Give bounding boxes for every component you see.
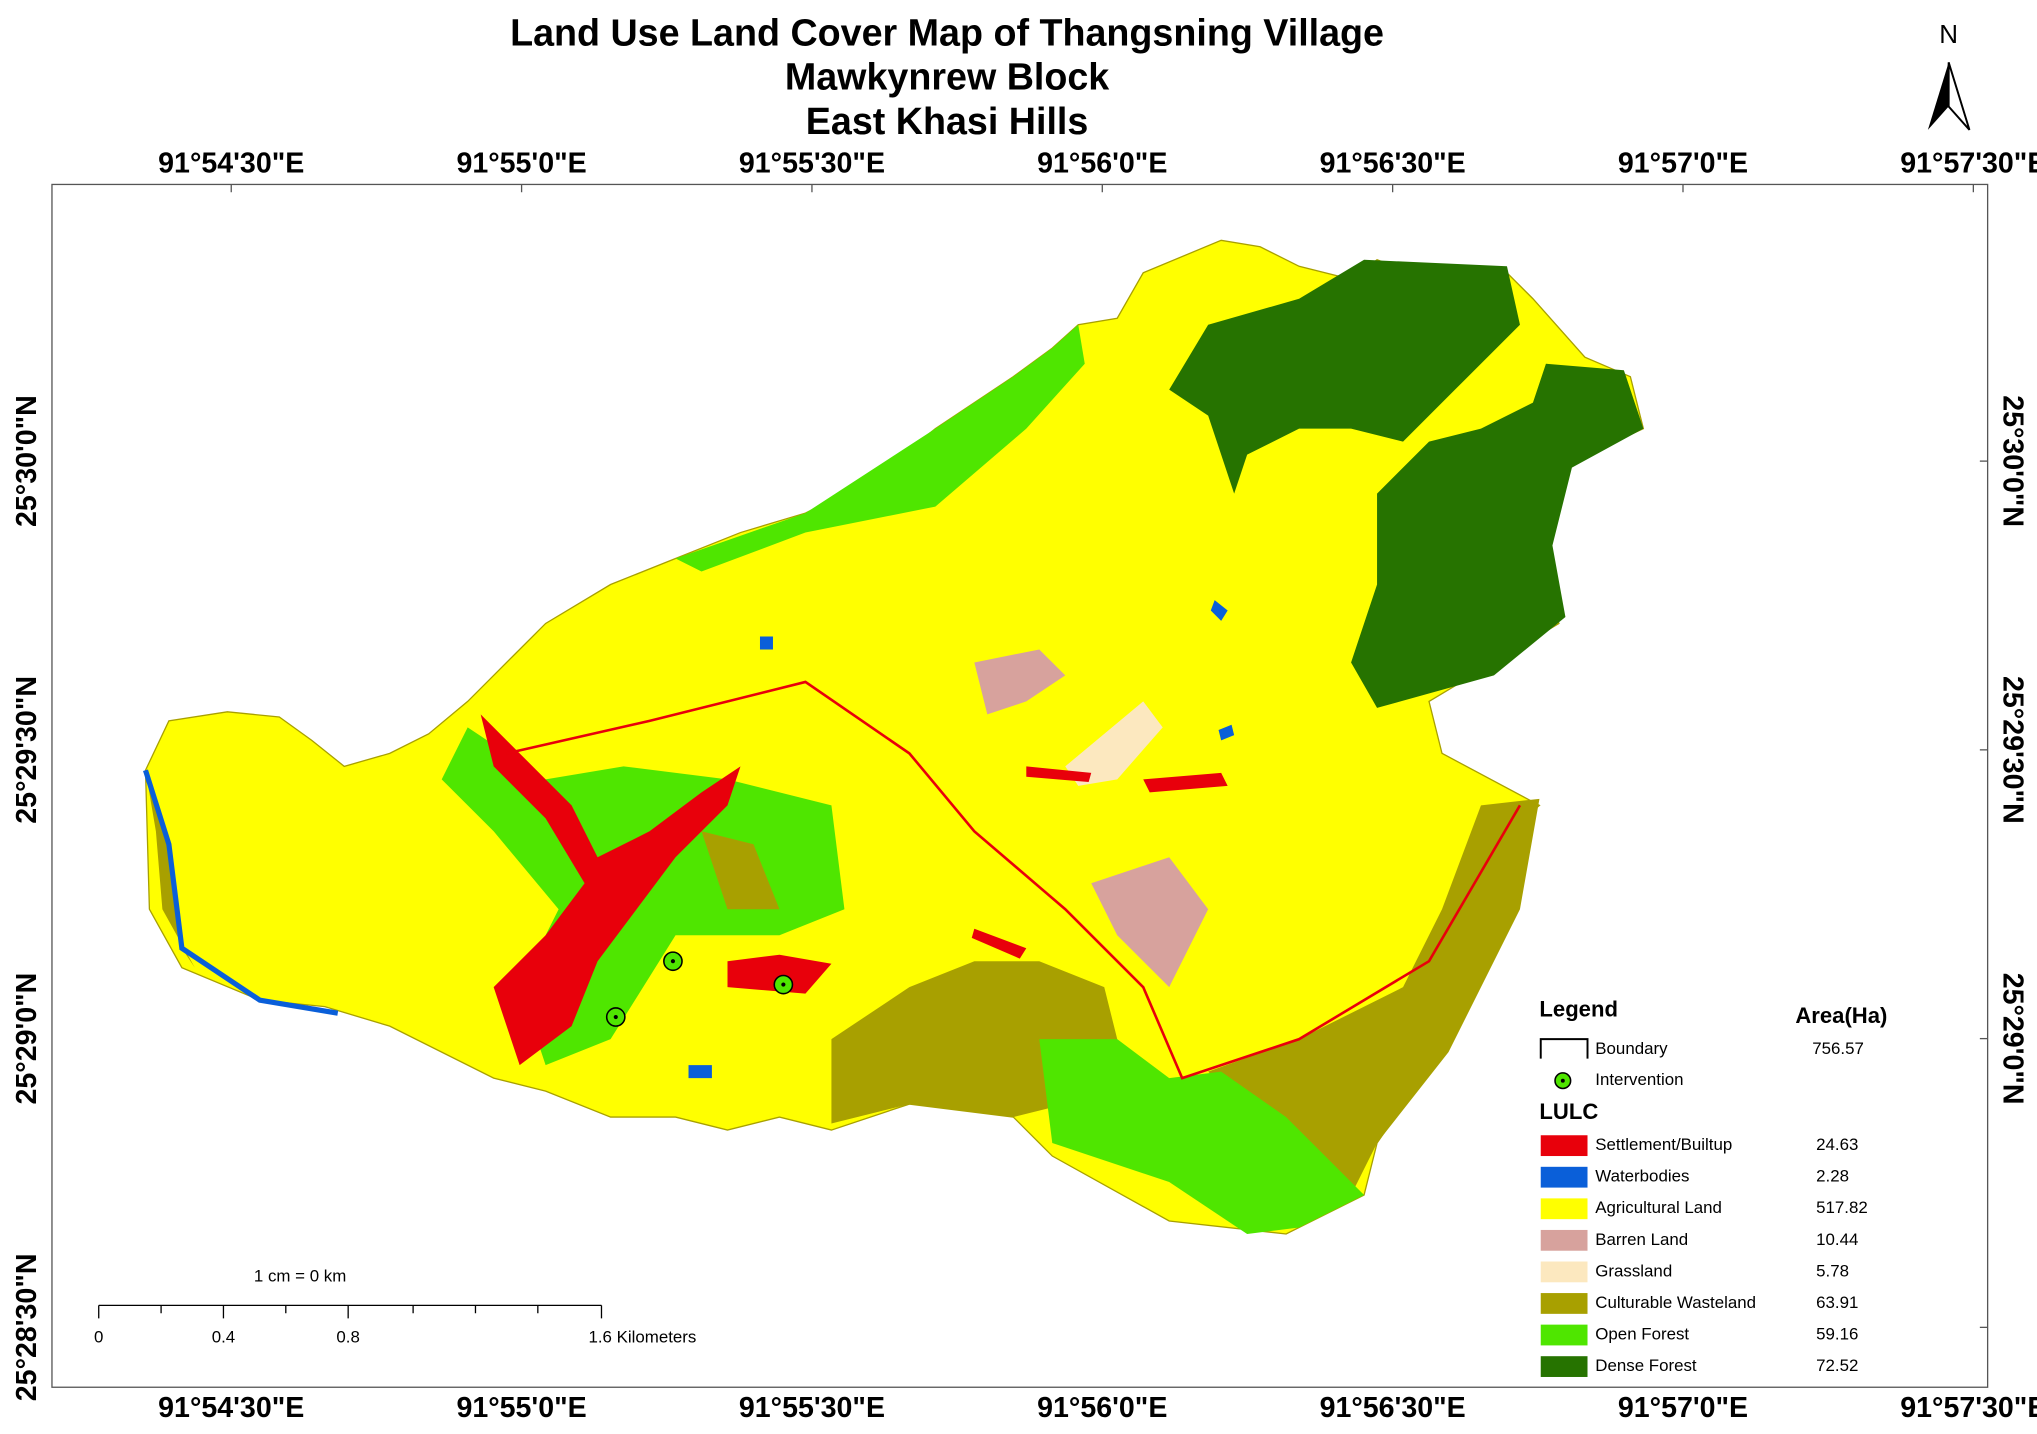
legend-swatch	[1540, 1356, 1588, 1377]
legend: Legend Area(Ha) Boundary 756.57 Interven…	[1539, 996, 1887, 1377]
legend-label: Barren Land	[1595, 1230, 1688, 1249]
longitude-label: 91°57'0"E	[1618, 1392, 1748, 1424]
latitude-label: 25°28'30"N	[11, 1254, 43, 1402]
longitude-label: 91°57'30"E	[1900, 1392, 2037, 1424]
map-body	[143, 239, 1645, 1235]
longitude-label: 91°56'30"E	[1320, 148, 1466, 180]
scale-label: 0.4	[212, 1327, 235, 1346]
legend-label: Intervention	[1595, 1070, 1683, 1089]
grassland	[1065, 701, 1163, 786]
legend-label: Settlement/Builtup	[1595, 1135, 1732, 1154]
longitude-label: 91°54'30"E	[158, 1392, 304, 1424]
legend-title: Legend	[1539, 996, 1618, 1021]
map-frame	[51, 183, 1989, 1388]
dense-forest	[1169, 259, 1520, 494]
legend-area: 72.52	[1816, 1356, 1858, 1375]
settlement	[480, 714, 741, 1066]
settlement	[727, 954, 832, 994]
longitude-label: 91°57'0"E	[1618, 148, 1748, 180]
title-line: Mawkynrew Block	[785, 56, 1109, 98]
longitude-label: 91°55'30"E	[739, 1392, 885, 1424]
legend-swatch	[1540, 1293, 1588, 1314]
longitude-label: 91°56'30"E	[1320, 1392, 1466, 1424]
longitude-label: 91°55'0"E	[456, 1392, 586, 1424]
latitude-label: 25°29'30"N	[11, 676, 43, 824]
legend-area: 63.91	[1816, 1293, 1858, 1312]
barren-land	[974, 649, 1066, 715]
legend-swatch	[1540, 1261, 1588, 1283]
scale-label: 1.6 Kilometers	[588, 1327, 696, 1346]
north-label: N	[1939, 19, 1958, 49]
legend-label: Dense Forest	[1595, 1356, 1697, 1375]
intervention-dot	[670, 959, 676, 964]
latitude-label: 25°29'0"N	[11, 973, 43, 1105]
legend-area: 2.28	[1816, 1167, 1849, 1186]
scale-label: 0.8	[336, 1327, 359, 1346]
legend-swatch	[1540, 1229, 1588, 1251]
latitude-label: 25°30'0"N	[11, 395, 43, 527]
legend-area: 756.57	[1812, 1039, 1864, 1058]
open-forest	[675, 324, 1085, 572]
scale-ratio: 1 cm = 0 km	[254, 1266, 346, 1285]
longitude-label: 91°57'30"E	[1900, 148, 2037, 180]
scale-bar: 1 cm = 0 km 0 0.4 0.8 1.6 Kilometers	[94, 1266, 696, 1346]
longitude-label: 91°55'0"E	[456, 148, 586, 180]
river	[143, 769, 339, 1016]
coordinate-labels: 91°54'30"E 91°54'30"E 91°55'0"E 91°55'0"E 91…	[11, 148, 2037, 1424]
legend-area-header: Area(Ha)	[1795, 1003, 1887, 1028]
road	[506, 680, 1522, 1080]
longitude-label: 91°56'0"E	[1037, 148, 1167, 180]
legend-label: Open Forest	[1595, 1324, 1689, 1343]
intervention-dot	[613, 1014, 618, 1020]
open-forest	[1039, 1039, 1365, 1234]
legend-swatch	[1540, 1166, 1588, 1188]
legend-area: 59.16	[1816, 1324, 1858, 1343]
culturable-wasteland	[1208, 798, 1540, 1195]
legend-area: 10.44	[1816, 1230, 1858, 1249]
scale-label: 0	[94, 1327, 103, 1346]
legend-label: Waterbodies	[1595, 1167, 1689, 1186]
culturable-wasteland	[701, 831, 780, 910]
legend-swatch	[1540, 1324, 1588, 1346]
latitude-label: 25°29'0"N	[1996, 973, 2028, 1105]
legend-area: 24.63	[1816, 1135, 1858, 1154]
legend-swatch	[1540, 1135, 1588, 1157]
legend-lulc-header: LULC	[1539, 1099, 1598, 1124]
settlement	[971, 766, 1228, 959]
title-line: Land Use Land Cover Map of Thangsning Vi…	[510, 11, 1384, 53]
legend-label: Culturable Wasteland	[1595, 1293, 1756, 1312]
legend-label: Agricultural Land	[1595, 1198, 1722, 1217]
title-line: East Khasi Hills	[806, 100, 1089, 142]
north-arrow: N	[1927, 19, 1971, 131]
interventions	[605, 951, 794, 1027]
legend-swatch	[1540, 1198, 1588, 1220]
legend-label: Grassland	[1595, 1261, 1672, 1280]
longitude-label: 91°56'0"E	[1037, 1392, 1167, 1424]
barren-land	[1091, 857, 1209, 988]
latitude-label: 25°29'30"N	[1996, 676, 2028, 824]
intervention-dot	[781, 982, 786, 987]
legend-label: Boundary	[1595, 1039, 1668, 1058]
longitude-label: 91°55'30"E	[739, 148, 885, 180]
legend-area: 517.82	[1816, 1198, 1868, 1217]
longitude-label: 91°54'30"E	[158, 148, 304, 180]
legend-area: 5.78	[1816, 1261, 1849, 1280]
latitude-label: 25°30'0"N	[1996, 395, 2028, 527]
dense-forest	[1351, 363, 1644, 708]
